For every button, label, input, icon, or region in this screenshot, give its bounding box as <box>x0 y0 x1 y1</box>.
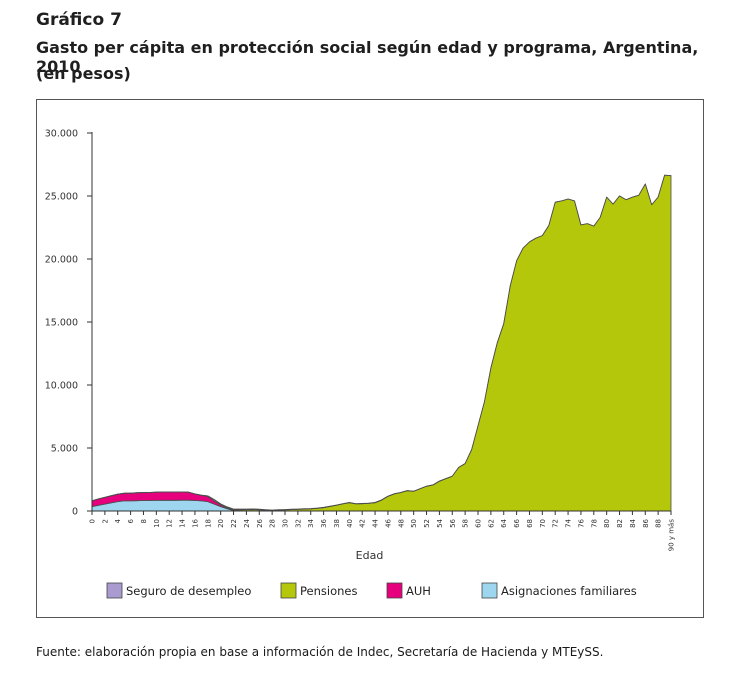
x-tick-label: 60 <box>475 519 483 528</box>
x-tick-label: 26 <box>256 518 264 527</box>
y-tick-label: 5.000 <box>51 444 78 455</box>
x-tick-label: 28 <box>269 519 277 528</box>
x-tick-label: 86 <box>642 518 650 527</box>
x-tick-label: 72 <box>552 519 560 528</box>
x-tick-label: 12 <box>166 519 174 528</box>
x-tick-label: 80 <box>603 519 611 528</box>
x-tick-label: 76 <box>577 518 585 527</box>
legend-swatch <box>106 582 123 599</box>
x-tick-label: 64 <box>500 518 508 527</box>
x-tick-label: 16 <box>191 518 199 527</box>
x-tick-label: 58 <box>462 519 470 528</box>
y-tick-label: 0 <box>72 507 78 518</box>
x-tick-label: 10 <box>153 519 161 528</box>
x-tick-label: 6 <box>127 518 135 523</box>
x-tick-label: 42 <box>359 519 367 528</box>
x-tick-label: 22 <box>230 519 238 528</box>
x-tick-label: 24 <box>243 518 251 527</box>
x-tick-label: 52 <box>423 519 431 528</box>
x-tick-label: 66 <box>513 518 521 527</box>
x-tick-label: 46 <box>384 518 392 527</box>
x-tick-label: 48 <box>397 519 405 528</box>
legend-label: Pensiones <box>300 584 357 598</box>
area-series-pensiones <box>91 174 672 512</box>
x-tick-label: 68 <box>526 519 534 528</box>
legend-label: Seguro de desempleo <box>126 584 251 598</box>
x-tick-label: 74 <box>565 518 573 527</box>
x-tick-label: 50 <box>410 519 418 528</box>
x-tick-label: 90 y más <box>668 519 676 552</box>
legend-swatch <box>386 582 403 599</box>
x-axis-title: Edad <box>356 549 384 562</box>
x-tick-label: 78 <box>590 519 598 528</box>
x-tick-label: 54 <box>436 518 444 527</box>
x-tick-label: 56 <box>449 518 457 527</box>
y-tick-label: 25.000 <box>45 192 78 203</box>
chart-title: Gasto per cápita en protección social se… <box>36 38 699 76</box>
x-tick-label: 2 <box>101 519 109 523</box>
area-series-seguro-de-desempleo <box>91 174 672 511</box>
x-tick-label: 0 <box>89 519 97 523</box>
x-tick-label: 4 <box>114 518 122 523</box>
x-tick-label: 32 <box>294 519 302 528</box>
x-tick-label: 44 <box>372 518 380 527</box>
y-tick-label: 10.000 <box>45 381 78 392</box>
source-note: Fuente: elaboración propia en base a inf… <box>36 645 604 659</box>
x-tick-label: 36 <box>320 518 328 527</box>
figure-number: Gráfico 7 <box>36 10 122 30</box>
x-tick-label: 82 <box>616 519 624 528</box>
x-tick-label: 38 <box>333 519 341 528</box>
x-tick-label: 40 <box>346 519 354 528</box>
x-tick-label: 8 <box>140 519 148 523</box>
x-tick-label: 88 <box>655 519 663 528</box>
y-tick-label: 15.000 <box>45 318 78 329</box>
x-tick-label: 62 <box>487 519 495 528</box>
chart-units: (en pesos) <box>36 64 131 83</box>
legend-swatch <box>280 582 297 599</box>
chart-frame: 0 5.000 10.000 15.000 20.000 25.000 30.000 0 2 4 6… <box>36 99 704 618</box>
x-tick-label: 84 <box>629 518 637 527</box>
legend-label: Asignaciones familiares <box>501 584 637 598</box>
x-tick-label: 18 <box>204 519 212 528</box>
legend-swatch <box>481 582 498 599</box>
y-tick-label: 20.000 <box>45 255 78 266</box>
x-tick-label: 70 <box>539 519 547 528</box>
x-tick-label: 34 <box>307 518 315 527</box>
legend-label: AUH <box>406 584 431 598</box>
y-tick-label: 30.000 <box>45 129 78 140</box>
x-tick-label: 20 <box>217 519 225 528</box>
x-tick-label: 30 <box>282 519 290 528</box>
x-tick-label: 14 <box>179 518 187 527</box>
